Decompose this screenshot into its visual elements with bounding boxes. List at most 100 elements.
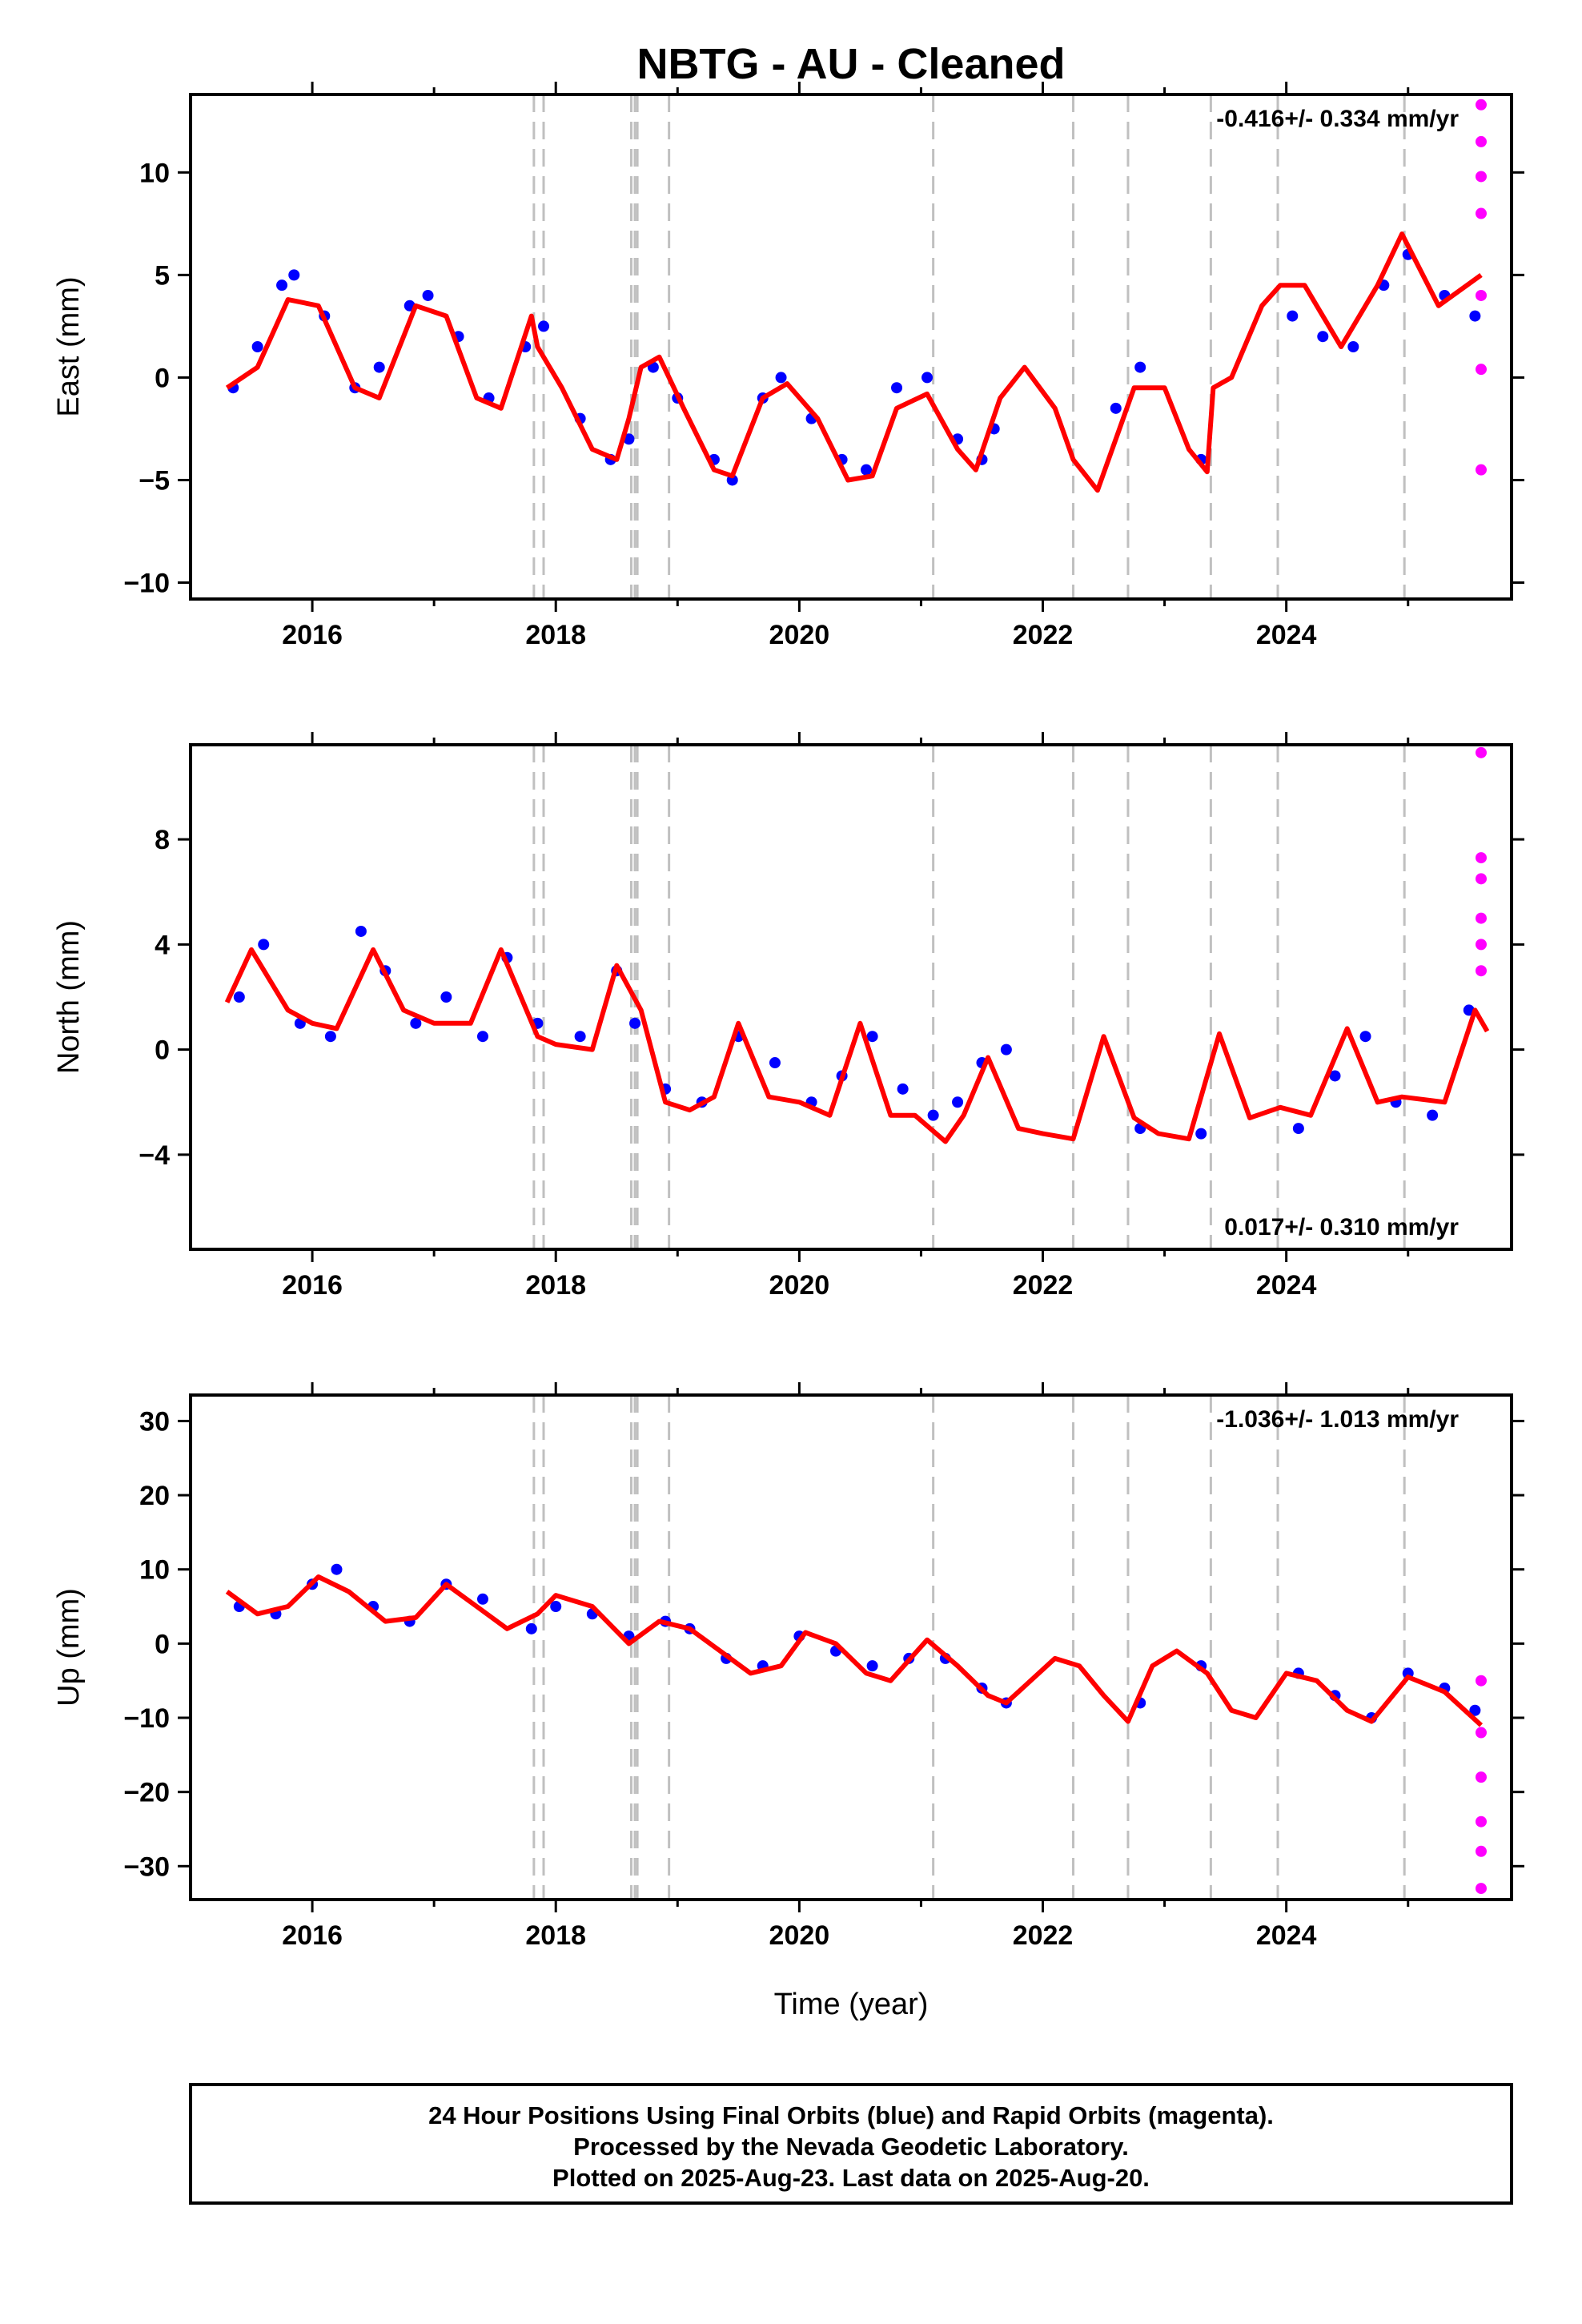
x-tick-label: 2020 — [769, 1270, 830, 1301]
x-tick-label: 2018 — [525, 620, 586, 650]
model-fit-line — [224, 947, 1490, 1144]
y-tick-label: 10 — [139, 158, 170, 188]
data-point — [1475, 289, 1487, 301]
plot-frame — [189, 1393, 1513, 1901]
y-tick-label: −4 — [139, 1140, 170, 1171]
y-tick-label: 0 — [155, 1629, 170, 1659]
panel-2: 2016 2018 2020 2022 2024 −30 −20 −10 0 10 20 30 Up (… — [52, 1382, 1524, 1951]
data-point — [891, 382, 903, 394]
data-point — [866, 1660, 878, 1672]
y-tick-label: 0 — [155, 1035, 170, 1066]
data-point — [422, 289, 434, 301]
data-point — [1000, 1043, 1012, 1055]
data-point — [1475, 852, 1487, 864]
data-point — [897, 1083, 909, 1095]
model-fit-line — [225, 231, 1483, 493]
data-point — [866, 1031, 878, 1043]
y-tick-label: −10 — [123, 569, 170, 599]
model-fit-line — [225, 1574, 1484, 1727]
data-point — [574, 1031, 586, 1043]
data-point — [1475, 1675, 1487, 1687]
data-point — [324, 1031, 336, 1043]
y-tick-label: 10 — [139, 1555, 170, 1586]
data-point — [331, 1563, 343, 1575]
x-tick-label: 2016 — [282, 1270, 343, 1301]
data-point — [1475, 965, 1487, 977]
data-point — [373, 361, 385, 373]
data-point — [861, 464, 873, 476]
x-tick-label: 2022 — [1013, 620, 1074, 650]
x-tick-label: 2022 — [1013, 1920, 1074, 1951]
data-point — [525, 1622, 537, 1634]
data-point — [1475, 873, 1487, 885]
rapid-orbit-points — [1475, 746, 1487, 977]
footer-line-3: Plotted on 2025-Aug-23. Last data on 202… — [552, 2164, 1150, 2192]
event-lines — [532, 94, 1406, 599]
x-tick-label: 2024 — [1256, 1920, 1317, 1951]
y-tick-label: 0 — [155, 363, 170, 393]
data-point — [1317, 331, 1329, 343]
plot-frame — [189, 743, 1513, 1251]
data-point — [476, 1031, 488, 1043]
y-tick-label: −5 — [139, 465, 170, 496]
chart-title: NBTG - AU - Cleaned — [636, 40, 1065, 88]
data-point — [440, 991, 452, 1003]
x-tick-label: 2024 — [1256, 620, 1317, 650]
data-point — [476, 1593, 488, 1605]
velocity-annotation: -0.416+/- 0.334 mm/yr — [1216, 106, 1459, 132]
x-tick-label: 2018 — [525, 1920, 586, 1951]
data-point — [288, 269, 300, 281]
y-tick-label: −30 — [123, 1852, 170, 1882]
data-point — [538, 320, 550, 332]
data-point — [952, 1096, 964, 1108]
x-tick-label: 2022 — [1013, 1270, 1074, 1301]
data-point — [1110, 402, 1122, 414]
x-axis-label: Time (year) — [774, 1988, 929, 2021]
y-axis-label: Up (mm) — [52, 1588, 86, 1707]
panel-0: 2016 2018 2020 2022 2024 −10 −5 0 5 10 East (mm) -0… — [52, 82, 1524, 650]
data-point — [1475, 1727, 1487, 1739]
data-point — [550, 1601, 562, 1613]
x-tick-label: 2016 — [282, 620, 343, 650]
data-point — [410, 1017, 422, 1029]
footer-line-2: Processed by the Nevada Geodetic Laborat… — [573, 2133, 1129, 2161]
y-tick-label: 4 — [155, 930, 170, 960]
data-point — [1475, 939, 1487, 951]
y-tick-label: 8 — [155, 825, 170, 855]
data-point — [1427, 1109, 1439, 1121]
data-point — [1134, 361, 1146, 373]
data-point — [1475, 746, 1487, 758]
data-point — [1292, 1123, 1304, 1135]
velocity-annotation: 0.017+/- 0.310 mm/yr — [1224, 1214, 1459, 1240]
velocity-annotation: -1.036+/- 1.013 mm/yr — [1216, 1406, 1459, 1433]
data-point — [1469, 310, 1481, 322]
data-point — [1469, 1704, 1481, 1716]
data-point — [1475, 207, 1487, 219]
event-lines — [532, 1395, 1406, 1900]
data-point — [629, 1017, 641, 1029]
data-point — [769, 1057, 781, 1069]
y-tick-label: 5 — [155, 260, 170, 291]
data-point — [1329, 1070, 1341, 1082]
data-point — [1475, 1845, 1487, 1857]
data-point — [1475, 135, 1487, 147]
data-point — [1475, 364, 1487, 376]
footer-box: 24 Hour Positions Using Final Orbits (bl… — [189, 2083, 1513, 2205]
y-tick-label: 30 — [139, 1406, 170, 1437]
y-tick-label: −10 — [123, 1703, 170, 1734]
data-point — [1475, 1883, 1487, 1895]
x-tick-label: 2024 — [1256, 1270, 1317, 1301]
data-point — [1195, 1128, 1207, 1140]
data-point — [1475, 464, 1487, 476]
y-axis-label: North (mm) — [52, 920, 86, 1074]
data-point — [1475, 99, 1487, 111]
data-point — [251, 341, 263, 352]
y-tick-label: −20 — [123, 1778, 170, 1808]
plot-frame — [189, 93, 1513, 601]
data-point — [355, 925, 367, 937]
footer-line-1: 24 Hour Positions Using Final Orbits (bl… — [428, 2101, 1274, 2129]
data-point — [258, 939, 270, 951]
data-point — [775, 372, 787, 384]
y-tick-label: 20 — [139, 1481, 170, 1511]
data-point — [1475, 1815, 1487, 1827]
